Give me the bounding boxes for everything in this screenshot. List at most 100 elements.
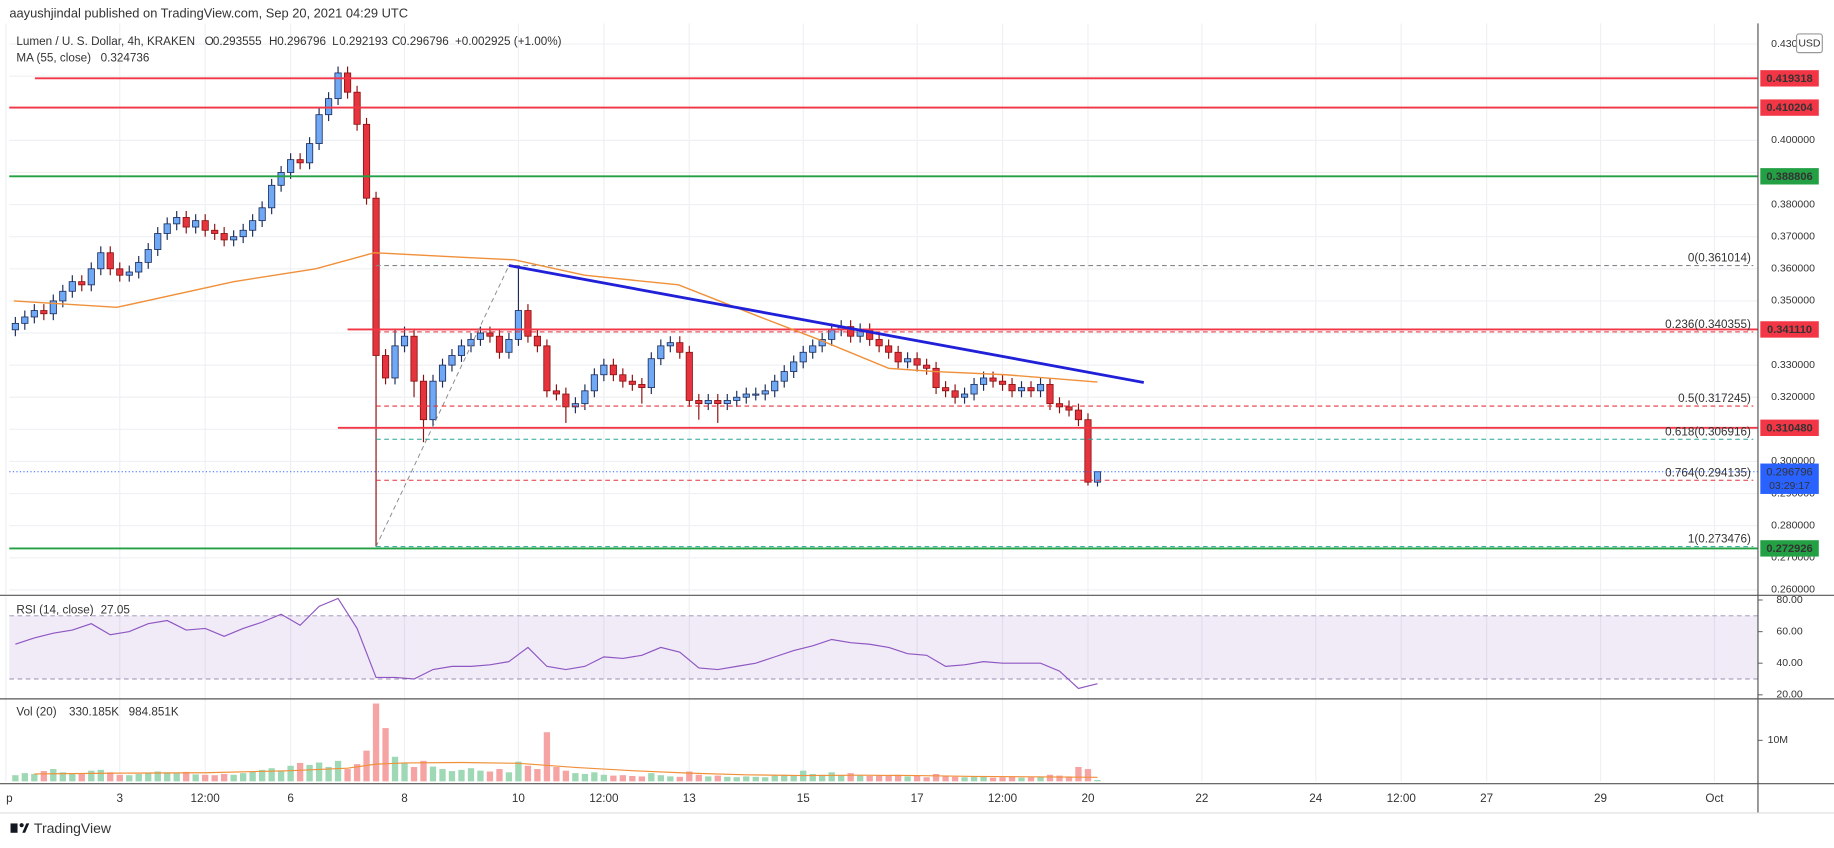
volume-bar: [372, 703, 380, 782]
currency[interactable]: USD: [1798, 38, 1821, 50]
x-tick-label: 12:00: [191, 792, 221, 805]
candle-body: [828, 329, 836, 340]
candle-body: [666, 342, 674, 347]
candle-body: [68, 281, 76, 292]
volume-bar: [21, 773, 28, 782]
volume-bar: [762, 777, 769, 782]
candle-body: [49, 300, 57, 315]
volume-bar: [401, 762, 408, 782]
volume-bar: [828, 772, 835, 782]
volume-bar: [1037, 776, 1044, 782]
volume-bar: [913, 776, 921, 782]
candle-body: [315, 114, 323, 144]
candle-body: [429, 380, 437, 421]
volume-bar: [334, 760, 342, 782]
volume-bar: [1065, 776, 1073, 782]
volume-bar: [88, 770, 95, 782]
volume-bar: [1084, 769, 1092, 782]
ohlc-value: 0.296796: [277, 35, 326, 48]
candle-body: [514, 310, 523, 340]
ohlc-value: 0.293555: [213, 35, 262, 48]
candle-body: [1074, 409, 1083, 421]
volume-ma-line: [34, 761, 1098, 778]
volume-bar: [202, 774, 209, 782]
rsi-tick-label: 20.00: [1776, 689, 1802, 701]
volume-bar: [951, 776, 959, 782]
volume-bar: [733, 777, 740, 782]
volume-bar: [619, 775, 626, 782]
volume-bar: [154, 771, 161, 782]
candle-body: [581, 390, 589, 405]
level-price-label: 0.341110: [1767, 324, 1812, 336]
y-tick-label: 0.400000: [1771, 134, 1815, 146]
candle-body: [998, 380, 1007, 385]
x-tick-label: 12:00: [1387, 792, 1417, 805]
candle-body: [704, 400, 712, 405]
candle-body: [125, 271, 133, 276]
candle-body: [1036, 383, 1045, 392]
volume-bar: [353, 764, 361, 782]
volume-bar: [496, 769, 503, 782]
volume-bar: [657, 775, 664, 782]
volume-bar: [856, 775, 864, 782]
fib-label: 0.618(0.306916): [1665, 425, 1751, 438]
volume-bar: [980, 776, 987, 782]
candle-body: [201, 220, 209, 231]
candle-body: [714, 400, 722, 405]
candle-body: [989, 377, 997, 382]
x-tick-label: 17: [911, 792, 924, 805]
candle-body: [1017, 387, 1026, 392]
level-price-label: 0.310480: [1766, 422, 1812, 434]
candle-body: [771, 380, 779, 392]
candle-body: [571, 403, 579, 408]
candle-body: [192, 220, 200, 228]
volume-bar: [97, 769, 104, 782]
candle-body: [11, 322, 19, 331]
candle-body: [476, 332, 485, 340]
currency-box[interactable]: [1795, 33, 1823, 54]
candle-body: [619, 374, 627, 382]
candle-body: [230, 236, 238, 241]
volume-bar: [885, 775, 892, 782]
volume-bar: [629, 776, 636, 782]
volume-bar: [932, 773, 940, 782]
candle-body: [30, 310, 38, 318]
volume-bar: [534, 769, 541, 782]
candle-body: [400, 335, 409, 347]
volume-bar: [220, 773, 228, 782]
volume-bar: [743, 776, 750, 782]
brand: TradingView: [34, 820, 112, 836]
volume-bar: [268, 768, 275, 782]
volume-bar: [240, 773, 247, 782]
ohlc-key: H: [269, 35, 277, 48]
candle-body: [306, 143, 314, 164]
candle-body: [154, 233, 162, 250]
candle-body: [638, 383, 646, 389]
x-tick-label: 22: [1195, 792, 1208, 805]
y-tick-label: 0.370000: [1771, 230, 1815, 242]
volume-bar: [524, 765, 532, 782]
volume-bar: [515, 761, 522, 782]
rsi-legend: RSI (14, close): [16, 604, 93, 617]
volume-tick-label: 10M: [1768, 734, 1788, 746]
logo-part: [10, 823, 18, 833]
volume-bar: [391, 756, 399, 782]
candle-body: [1084, 419, 1092, 483]
candle-body: [723, 400, 731, 405]
volume-bar: [1008, 776, 1016, 782]
candle-body: [752, 393, 760, 396]
volume-bar: [781, 774, 788, 782]
volume-bar: [192, 774, 199, 782]
volume-bar: [59, 772, 66, 782]
volume-bar: [562, 770, 570, 782]
candle-body: [742, 393, 750, 398]
volume-bar: [819, 774, 826, 782]
candle-body: [97, 252, 105, 270]
volume-bar: [1056, 775, 1063, 782]
candle-body: [980, 377, 988, 385]
candle-body: [135, 261, 143, 273]
x-tick-label: 12:00: [589, 792, 619, 805]
volume-bar: [695, 774, 702, 782]
volume-bar: [439, 769, 446, 782]
candle-body: [277, 172, 285, 186]
